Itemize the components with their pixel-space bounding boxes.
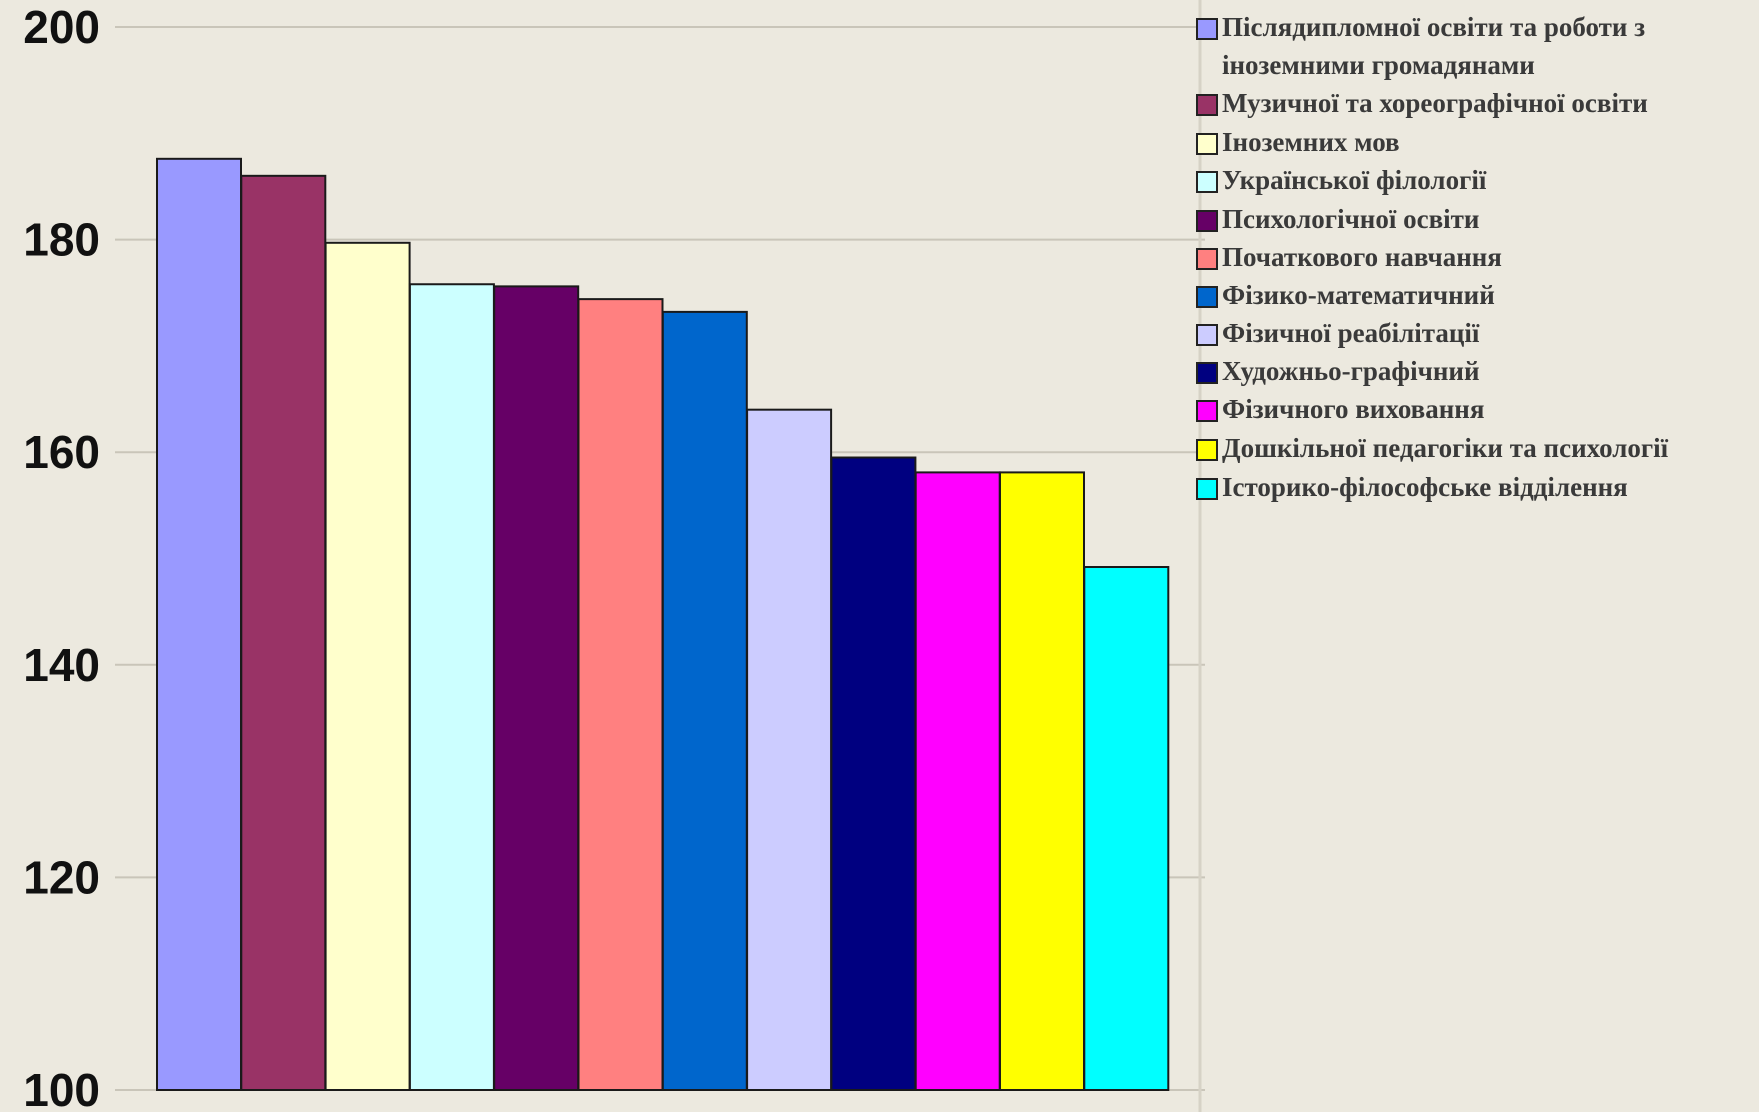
bar-10	[914, 471, 1001, 1092]
bar-7	[661, 310, 748, 1092]
y-tick-label: 140	[23, 639, 100, 691]
legend-swatch	[1196, 133, 1218, 155]
legend-swatch	[1196, 18, 1218, 40]
legend-label: Музичної та хореографічної освіти	[1222, 88, 1648, 118]
legend-label: Дошкільної педагогіки та психології	[1222, 433, 1669, 463]
legend-swatch	[1196, 94, 1218, 116]
legend-swatch	[1196, 362, 1218, 384]
legend-label: Історико-філософське відділення	[1222, 472, 1628, 502]
y-tick-label: 120	[23, 851, 100, 903]
bar-3	[324, 241, 411, 1091]
legend-label: Початкового навчання	[1222, 242, 1502, 272]
bar-1	[156, 157, 242, 1091]
legend-label: Фізико-математичний	[1222, 280, 1495, 310]
legend-label: Фізичного виховання	[1222, 394, 1484, 424]
bar-12	[1083, 566, 1170, 1091]
y-tick-label: 180	[23, 214, 100, 266]
legend-label: Післядипломної освіти та роботи з	[1222, 12, 1645, 42]
legend-swatch	[1196, 286, 1218, 308]
bar-5	[493, 285, 580, 1091]
legend-label: Іноземних мов	[1222, 127, 1400, 157]
legend-swatch	[1196, 210, 1218, 232]
y-tick-label: 160	[23, 426, 100, 478]
legend-label: Фізичної реабілітації	[1222, 318, 1480, 348]
legend-label: Української філології	[1222, 165, 1487, 195]
legend-label: іноземними громадянами	[1222, 50, 1535, 80]
bar-series	[156, 157, 1170, 1092]
legend-swatch	[1196, 439, 1218, 461]
legend: Післядипломної освіти та роботи з іноземн…	[1196, 12, 1669, 502]
legend-swatch	[1196, 248, 1218, 270]
bar-4	[408, 283, 495, 1092]
legend-swatch	[1196, 400, 1218, 422]
bar-9	[830, 456, 917, 1091]
bar-8	[746, 408, 833, 1091]
y-axis-ticks: 100 120 140 160 180 200	[23, 1, 100, 1112]
bar-6	[577, 298, 664, 1091]
legend-swatch	[1196, 324, 1218, 346]
y-tick-label: 200	[23, 1, 100, 53]
y-tick-label: 100	[23, 1064, 100, 1112]
legend-label: Художньо-графічний	[1222, 356, 1480, 386]
bar-2	[240, 174, 327, 1091]
bar-11	[999, 471, 1085, 1092]
legend-swatch	[1196, 478, 1218, 500]
legend-swatch	[1196, 171, 1218, 193]
legend-label: Психологічної освіти	[1222, 204, 1480, 234]
